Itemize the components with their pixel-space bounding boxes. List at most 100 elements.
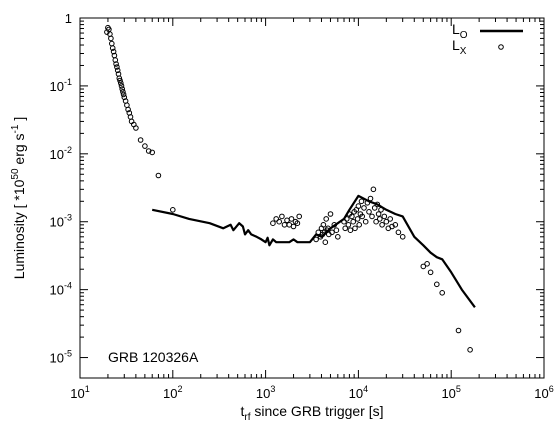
lx-data-point [120,91,127,98]
lx-data-point [342,225,349,232]
lx-data-point [294,220,301,226]
x-tick-label: 106 [534,384,553,401]
lx-data-point [424,261,430,267]
lx-data-point [133,125,139,131]
lx-data-point [377,216,383,222]
legend: LO LX [452,21,523,57]
lx-data-point [374,201,381,208]
lx-data-point [113,61,119,67]
lo-series-line [151,194,476,308]
plot-frame [79,17,545,379]
lx-data-point [320,222,327,228]
lx-data-point [137,137,144,143]
lx-data-point [315,229,322,236]
lx-data-point [434,281,440,288]
legend-label-lo: LO [452,21,468,41]
x-tick-label: 104 [349,384,368,401]
lx-data-point [155,172,162,179]
lx-data-point [170,207,176,213]
lx-data-point [125,106,131,113]
lx-data-point [313,236,319,243]
lx-data-point [392,222,399,228]
lx-data-point [118,80,124,86]
lx-data-point [110,48,117,55]
lx-data-point [118,83,125,89]
y-tick-label: 10-3 [50,213,72,230]
lx-data-point [455,327,462,334]
legend-swatch-lx [498,44,504,50]
y-tick-label: 1 [65,11,72,26]
y-axis-ticks: 10-5 10-4 10-3 10-2 10-1 1 [50,11,544,366]
lx-data-point [114,67,121,74]
lx-data-point [362,218,369,225]
grb-annotation: GRB 120326A [108,349,199,365]
lx-data-point [381,213,388,220]
lx-data-point [359,213,366,220]
x-tick-label: 102 [163,384,182,401]
lx-data-point [270,220,276,226]
lx-data-point [358,198,365,205]
lx-data-point [370,186,377,193]
lx-data-point [329,229,335,236]
lx-data-point [379,222,385,228]
lx-data-point [149,149,155,156]
lx-data-point [325,225,331,232]
lx-data-point [349,213,355,220]
lx-data-point [356,222,363,228]
lx-data-point [284,217,290,224]
lx-data-point [116,75,123,81]
lx-data-point [273,216,280,222]
lx-data-point [117,77,123,84]
y-tick-label: 10-1 [50,77,72,94]
lx-data-point [119,86,125,92]
lx-data-point [109,40,115,47]
x-axis-ticks: 101 102 103 104 105 106 [70,18,554,401]
x-tick-label: 105 [441,384,460,401]
lx-data-point [279,213,285,220]
lx-data-point [399,234,406,240]
lx-data-point [427,269,434,276]
lx-data-point [354,216,361,222]
lx-data-point [467,347,473,353]
lx-data-point [355,203,362,209]
y-tick-label: 10-4 [50,281,72,298]
lx-data-point [276,218,283,225]
lx-data-point [350,218,357,225]
lx-data-point [341,218,347,225]
lx-data-point [114,64,120,70]
lx-data-point [109,45,116,51]
lx-data-point [145,148,152,154]
lx-data-point [369,213,375,220]
lx-data-point [327,211,334,217]
lx-data-point [290,223,297,230]
lx-data-point [352,225,358,232]
lx-data-point [288,216,295,222]
lx-data-point [322,239,329,245]
lx-data-point [281,222,288,228]
lx-data-point [347,227,354,233]
lx-data-point [333,227,340,233]
lx-data-point [395,229,402,236]
lx-data-point [112,57,119,63]
lx-data-point [108,35,114,42]
lx-data-point [378,207,384,213]
lx-data-point [366,209,372,215]
x-tick-label: 103 [256,384,275,401]
lx-data-point [120,89,126,95]
lx-data-point [367,195,374,202]
lx-data-point [375,211,382,217]
lx-data-point [383,218,390,225]
x-tick-label: 101 [70,384,89,401]
y-axis-title: Luminosity [ *1050 erg s-1 ] [10,117,27,279]
y-tick-label: 10-2 [50,145,72,162]
lx-data-point [373,218,379,225]
lx-data-point [142,143,148,149]
lx-data-point [439,290,446,296]
x-axis-title: trf since GRB trigger [s] [240,403,383,423]
lx-data-point [420,263,427,270]
legend-label-lx: LX [452,37,467,57]
lx-data-point [345,222,352,228]
lx-data-point [361,205,367,211]
lx-data-point [335,234,341,240]
